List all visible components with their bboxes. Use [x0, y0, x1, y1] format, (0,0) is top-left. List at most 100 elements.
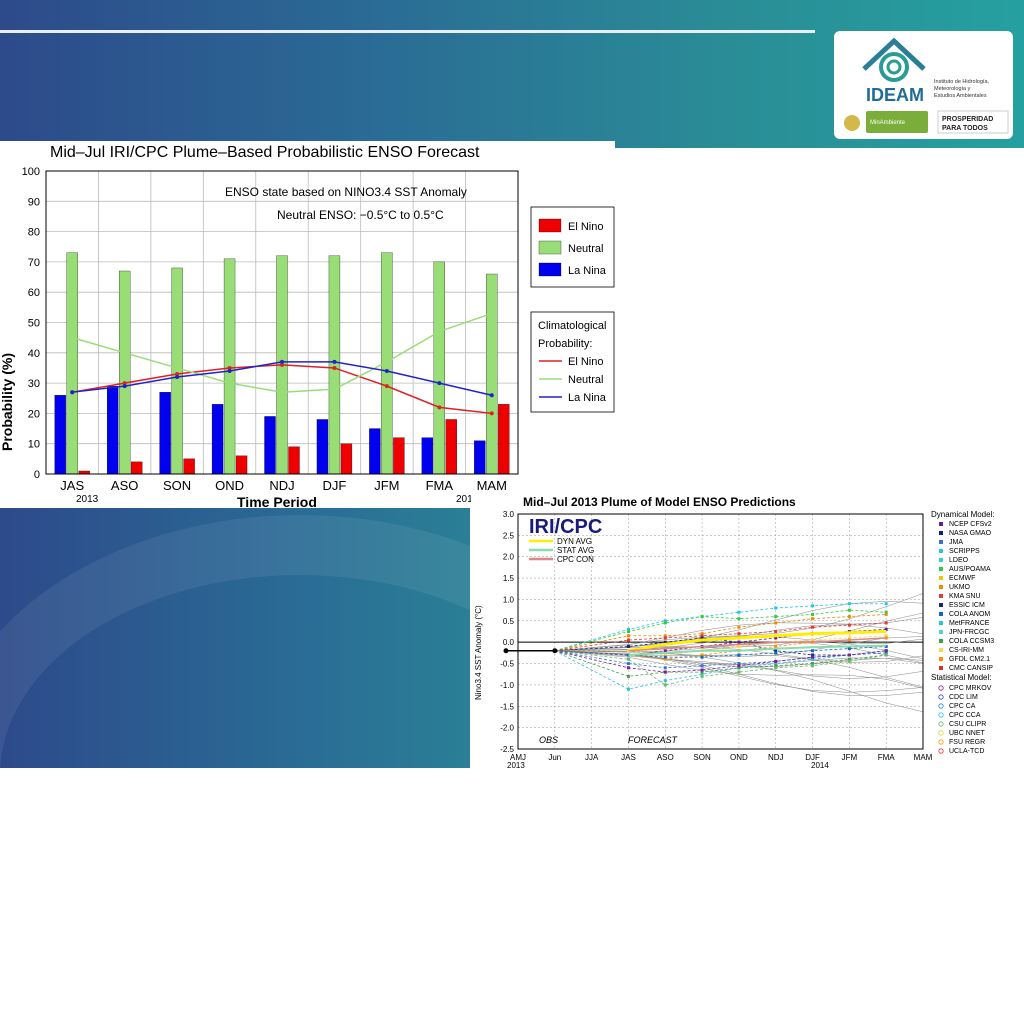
statistical-model-marker [938, 730, 944, 736]
model-line [554, 609, 887, 652]
observed-point [503, 648, 509, 654]
plume-run-line [554, 617, 924, 651]
model-point [663, 640, 667, 644]
model-point [811, 617, 815, 621]
climatology-point [175, 375, 180, 380]
chart2-ytick: -2.0 [500, 724, 514, 733]
climatology-point [437, 329, 442, 334]
chart1-ytick: 70 [28, 257, 40, 269]
chart1-year-end: 2014 [456, 494, 479, 505]
probabilistic-forecast-svg: Mid–Jul IRI/CPC Plume–Based Probabilisti… [0, 144, 615, 510]
legend-swatch [538, 218, 562, 233]
chart1-year-start: 2013 [76, 494, 99, 505]
dynamical-model-marker [939, 549, 943, 553]
model-point [626, 674, 630, 678]
chart2-ytick: -1.0 [500, 681, 514, 690]
dynamical-model-marker [939, 594, 943, 598]
climatology-point [280, 362, 284, 367]
model-point [774, 621, 778, 625]
bar-el-nino [498, 404, 510, 475]
model-point [847, 653, 851, 657]
dynamical-model-label: KMA SNU [949, 593, 981, 600]
model-point [737, 664, 741, 668]
climatology-point [122, 381, 127, 386]
chart2-year-start: 2013 [507, 761, 525, 768]
dynamical-model-label: COLA ANOM [949, 611, 990, 618]
model-line [554, 637, 887, 656]
model-point [626, 657, 630, 661]
plume-run-line [554, 650, 924, 689]
model-point [663, 636, 667, 640]
forecast-label: FORECAST [628, 735, 679, 745]
model-point [774, 651, 778, 655]
dynamical-model-label: COLA CCSM3 [949, 638, 994, 645]
model-point [737, 617, 741, 621]
model-point [847, 615, 851, 619]
model-point [884, 627, 888, 631]
lower-left-band [0, 505, 660, 1035]
model-point [700, 615, 704, 619]
model-point [626, 666, 630, 670]
model-line [554, 603, 887, 652]
chart2-frame [517, 513, 924, 750]
model-point [774, 649, 778, 653]
model-point [774, 662, 778, 666]
chart1-ytick: 0 [34, 469, 40, 481]
statistical-model-marker [938, 694, 944, 700]
model-point [663, 679, 667, 683]
model-point [774, 615, 778, 619]
model-point [811, 604, 815, 608]
chart1-xtick: MAM [477, 478, 507, 493]
chart2-ytick: 2.5 [503, 531, 515, 540]
chart2-year-end: 2014 [811, 761, 829, 768]
model-point [626, 662, 630, 666]
chart2-xtick: SON [693, 753, 711, 762]
average-line-stat_avg [628, 644, 887, 656]
bar-el-nino [183, 458, 195, 475]
model-point [884, 634, 888, 638]
climatology-point [280, 390, 284, 395]
climatology-point [122, 384, 127, 389]
climatology-point [489, 393, 494, 398]
model-point [663, 634, 667, 638]
model-point [847, 608, 851, 612]
model-point [663, 619, 667, 623]
bar-el-nino [131, 461, 143, 475]
statistical-model-label: CSU CLIPR [949, 721, 986, 728]
dynamical-model-label: SCRIPPS [949, 548, 980, 555]
statistical-model-marker [938, 712, 944, 718]
chart1-xtick: JFM [374, 478, 399, 493]
observed-point [552, 648, 558, 654]
statistical-model-marker [938, 685, 944, 691]
model-point [663, 649, 667, 653]
dynamical-model-label: NASA GMAO [949, 530, 992, 537]
svg-text:PROSPERIDAD: PROSPERIDAD [942, 116, 993, 123]
statistical-model-label: UCLA-TCD [949, 748, 984, 755]
chart1-xtick: NDJ [269, 478, 294, 493]
model-point [737, 666, 741, 670]
climatology-point [332, 365, 337, 370]
legend-label: Neutral [568, 243, 603, 255]
bar-neutral [171, 267, 183, 475]
dynamical-model-label: NCEP CFSv2 [949, 521, 992, 528]
climatology-legend-label: El Nino [568, 356, 603, 368]
legend-label: La Nina [568, 265, 607, 277]
chart2-ytick: -2.5 [500, 745, 514, 754]
model-point [737, 644, 741, 648]
model-point [700, 674, 704, 678]
chart1-annotation-2: Neutral ENSO: −0.5°C to 0.5°C [277, 208, 444, 222]
model-line [554, 646, 887, 658]
legend-swatch [538, 240, 562, 255]
model-point [626, 687, 630, 691]
model-point [774, 606, 778, 610]
probabilistic-forecast-chart: Mid–Jul IRI/CPC Plume–Based Probabilisti… [0, 141, 615, 510]
dynamical-model-marker [939, 603, 943, 607]
chart1-ytick: 30 [28, 378, 40, 390]
model-point [663, 670, 667, 674]
model-point [737, 625, 741, 629]
plume-run-line [554, 650, 924, 688]
climatology-point [437, 405, 442, 410]
bar-el-nino [235, 455, 248, 475]
model-point [811, 655, 815, 659]
model-point [737, 653, 741, 657]
